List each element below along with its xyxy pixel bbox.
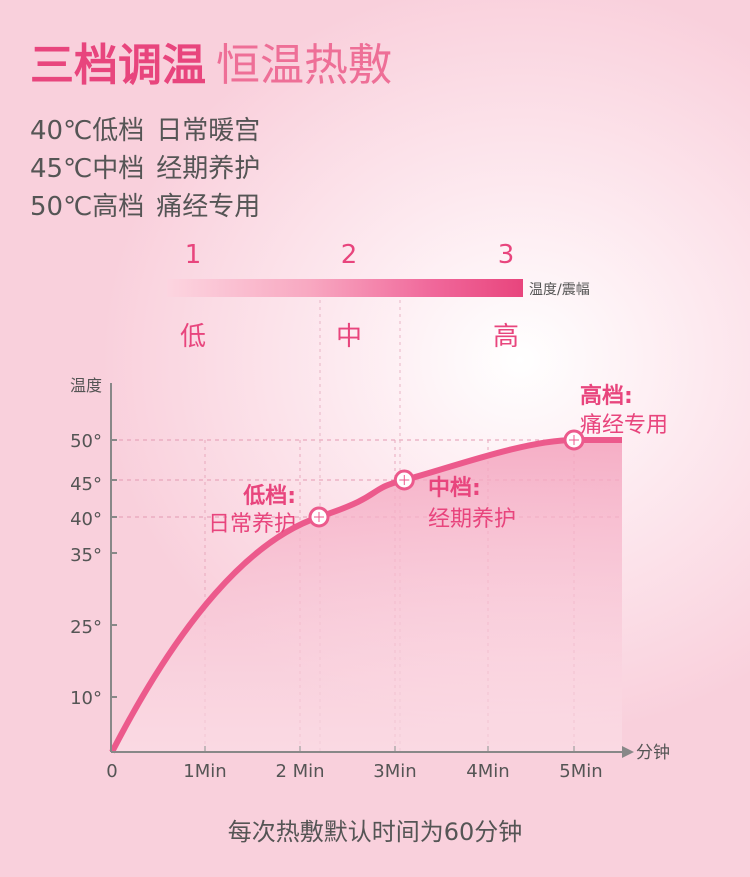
- footer-caption: 每次热敷默认时间为60分钟: [227, 818, 523, 846]
- scale-level-low: 低: [179, 322, 207, 352]
- x-axis-label: 分钟: [636, 743, 670, 763]
- scale-level-mid: 中: [335, 322, 363, 352]
- axes: [110, 383, 634, 758]
- scale-number-2: 2: [340, 240, 358, 270]
- y-tick-40: 40°: [70, 509, 102, 530]
- level-markers: [308, 429, 585, 528]
- mode-line-low: 40℃低档 日常暖宫: [30, 112, 260, 150]
- x-tick-0: 0: [106, 761, 117, 782]
- marker-low-title: 低档:: [242, 484, 296, 509]
- x-tick-3: 3Min: [373, 761, 416, 782]
- x-tick-4: 4Min: [466, 761, 509, 782]
- y-tick-50: 50°: [70, 431, 102, 452]
- marker-mid-desc: 经期养护: [428, 507, 516, 532]
- y-tick-25: 25°: [70, 617, 102, 638]
- mode-desc: 日常暖宫: [156, 116, 261, 146]
- mode-line-high: 50℃高档 痛经专用: [30, 188, 260, 226]
- marker-low-desc: 日常养护: [208, 512, 296, 537]
- mode-temp: 40℃低档: [30, 116, 145, 146]
- mode-desc: 经期养护: [156, 154, 261, 184]
- y-tick-10: 10°: [70, 688, 102, 709]
- curve-area: [112, 440, 622, 752]
- y-axis-label: 温度: [70, 376, 102, 395]
- temperature-curve: [109, 437, 622, 754]
- intensity-gradient-bar: [167, 279, 523, 297]
- mode-list: 40℃低档 日常暖宫 45℃中档 经期养护 50℃高档 痛经专用: [30, 112, 260, 226]
- x-axis-arrow: [622, 746, 634, 758]
- x-tick-2: 2 Min: [275, 761, 324, 782]
- y-tick-35: 35°: [70, 545, 102, 566]
- x-tick-1: 1Min: [183, 761, 226, 782]
- x-tick-5: 5Min: [559, 761, 602, 782]
- mode-line-mid: 45℃中档 经期养护: [30, 150, 260, 188]
- scale-level-high: 高: [492, 322, 520, 352]
- title-main: 三档调温: [30, 40, 206, 91]
- marker-high-desc: 痛经专用: [580, 413, 668, 438]
- title-sub: 恒温热敷: [216, 40, 392, 91]
- mode-desc: 痛经专用: [156, 192, 261, 222]
- mode-temp: 45℃中档: [30, 154, 145, 184]
- scale-number-3: 3: [497, 240, 515, 270]
- marker-mid-title: 中档:: [428, 476, 481, 501]
- y-tick-45: 45°: [70, 474, 102, 495]
- marker-high-title: 高档:: [580, 383, 633, 409]
- mode-temp: 50℃高档: [30, 192, 145, 222]
- scale-number-1: 1: [184, 240, 202, 270]
- intensity-bar-label: 温度/震幅: [529, 282, 590, 298]
- page-title: 三档调温 恒温热敷: [30, 40, 392, 92]
